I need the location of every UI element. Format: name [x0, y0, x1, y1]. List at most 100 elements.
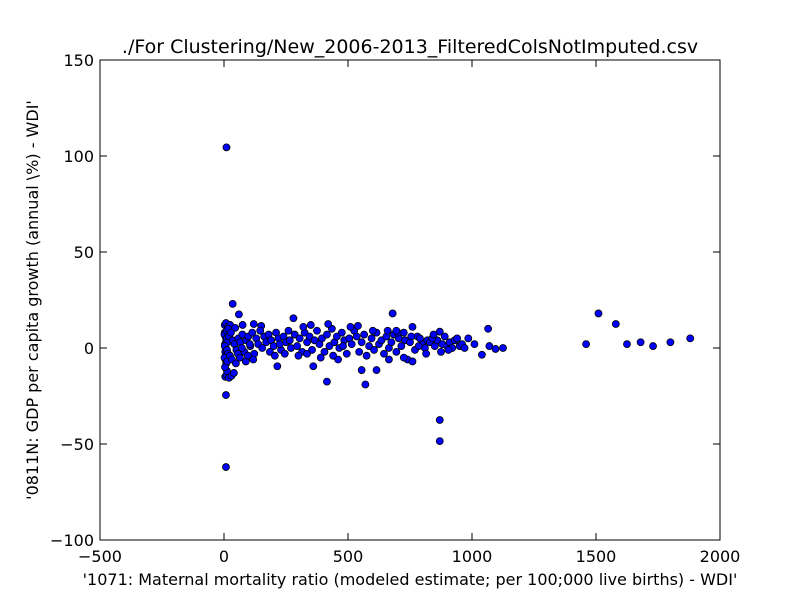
- data-point: [245, 340, 254, 349]
- data-point: [582, 340, 590, 349]
- data-point: [414, 342, 423, 350]
- data-point: [435, 416, 444, 424]
- data-point: [323, 330, 331, 339]
- data-point: [383, 326, 392, 335]
- data-point: [256, 326, 265, 335]
- data-point: [285, 336, 294, 345]
- data-point: [294, 351, 303, 360]
- data-point: [243, 351, 252, 360]
- data-point: [429, 330, 438, 339]
- data-point: [470, 340, 479, 349]
- x-tick-label: 0: [219, 547, 229, 566]
- data-point: [237, 344, 246, 352]
- data-point: [360, 330, 369, 339]
- x-tick-label: 2000: [700, 547, 741, 566]
- data-point: [238, 321, 247, 329]
- data-point: [316, 353, 325, 362]
- chart-title: ./For Clustering/New_2006-2013_FilteredC…: [122, 36, 698, 58]
- y-tick-label: 100: [63, 147, 94, 166]
- y-tick-label: −100: [50, 531, 94, 550]
- data-point: [416, 334, 424, 343]
- data-point: [372, 366, 381, 374]
- y-axis-ticks: −100 −50 0 50 100 150: [50, 51, 720, 550]
- data-point: [313, 326, 321, 335]
- data-point: [342, 349, 351, 358]
- data-point: [230, 369, 238, 377]
- data-point: [408, 322, 417, 331]
- data-point: [357, 366, 366, 374]
- y-tick-label: 0: [84, 339, 94, 358]
- data-point: [249, 320, 258, 328]
- data-point: [367, 334, 376, 343]
- data-point: [248, 328, 257, 337]
- data-point: [339, 342, 347, 350]
- data-point: [464, 334, 473, 343]
- data-point: [392, 347, 401, 356]
- data-point: [484, 324, 493, 333]
- y-tick-label: 50: [74, 243, 94, 262]
- data-point: [370, 346, 378, 354]
- data-point: [235, 353, 244, 362]
- data-point: [594, 309, 603, 318]
- data-point: [270, 351, 279, 360]
- data-point: [392, 326, 401, 335]
- plot-frame: [99, 59, 721, 541]
- data-point: [354, 322, 362, 330]
- data-point: [273, 362, 282, 371]
- x-tick-label: 1500: [576, 547, 617, 566]
- data-point: [408, 357, 417, 366]
- data-point: [284, 326, 293, 335]
- data-point: [352, 332, 361, 341]
- data-point: [357, 338, 366, 347]
- data-point: [362, 351, 371, 360]
- data-point: [346, 322, 355, 331]
- data-point: [309, 362, 318, 371]
- data-point: [289, 314, 298, 323]
- data-points: [220, 143, 695, 471]
- data-point: [293, 342, 302, 350]
- data-point: [275, 340, 284, 349]
- data-point: [453, 334, 462, 343]
- y-axis-label: '0811N: GDP per capita growth (annual \%…: [23, 100, 42, 500]
- data-point: [666, 338, 675, 347]
- data-point: [234, 310, 243, 319]
- x-tick-label: −500: [78, 547, 122, 566]
- data-point: [368, 326, 377, 335]
- data-point: [258, 344, 267, 352]
- data-point: [636, 338, 645, 347]
- data-point: [222, 391, 230, 399]
- data-point: [303, 349, 311, 358]
- data-point: [435, 437, 444, 446]
- y-tick-label: −50: [60, 435, 94, 454]
- y-tick-label: 150: [63, 51, 94, 70]
- data-point: [422, 349, 431, 358]
- data-point: [380, 349, 388, 358]
- data-point: [249, 355, 258, 364]
- data-point: [388, 309, 397, 318]
- data-point: [222, 463, 230, 471]
- data-point: [222, 143, 231, 152]
- data-point: [623, 340, 631, 349]
- data-point: [385, 355, 393, 364]
- data-point: [387, 338, 396, 347]
- data-point: [231, 359, 240, 368]
- data-point: [649, 342, 657, 350]
- data-point: [437, 347, 445, 356]
- data-point: [361, 380, 370, 389]
- data-point: [491, 345, 500, 353]
- data-point: [407, 332, 416, 341]
- data-point: [299, 322, 308, 331]
- data-point: [306, 321, 315, 329]
- x-axis-ticks: −500 0 500 1000 1500 2000: [78, 60, 740, 566]
- data-point: [228, 299, 237, 308]
- data-point: [485, 342, 494, 350]
- data-point: [499, 344, 507, 352]
- data-point: [355, 347, 364, 356]
- x-axis-label: '1071: Maternal mortality ratio (modeled…: [83, 570, 738, 589]
- data-point: [440, 332, 449, 341]
- data-point: [686, 334, 695, 343]
- data-point: [324, 320, 333, 328]
- data-point: [295, 334, 304, 343]
